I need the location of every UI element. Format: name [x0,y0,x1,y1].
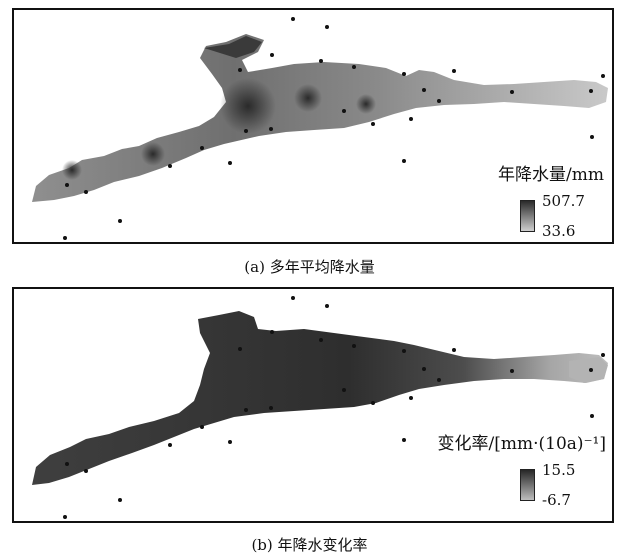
high-precip-spot [220,78,276,134]
legend-max-value: 507.7 [542,192,585,210]
legend-color-bar [520,200,535,232]
legend-title: 年降水量/mm [498,165,604,185]
light-region [569,357,608,383]
dark-region [204,36,262,58]
station-points [63,17,605,240]
map-a-svg [32,17,608,240]
high-precip-spot [294,84,322,112]
caption-b: (b) 年降水变化率 [251,536,368,554]
caption-a: (a) 多年平均降水量 [244,258,375,276]
high-precip-spot [356,94,376,114]
map-b-svg [32,296,608,519]
legend-color-bar [520,469,535,501]
legend-min-value: -6.7 [542,491,571,509]
map-panel-change-rate: 变化率/[mm·(10a)⁻¹] 15.5 -6.7 [12,287,614,523]
station-points [63,296,605,519]
map-panel-precipitation: 年降水量/mm 507.7 33.6 [12,8,614,244]
region-shape-b [32,311,608,485]
legend-max-value: 15.5 [542,461,576,479]
legend-title: 变化率/[mm·(10a)⁻¹] [437,434,606,454]
region-shape-a [32,34,608,202]
high-precip-spot [141,142,165,166]
high-precip-spot [62,160,82,180]
legend-min-value: 33.6 [542,222,576,240]
